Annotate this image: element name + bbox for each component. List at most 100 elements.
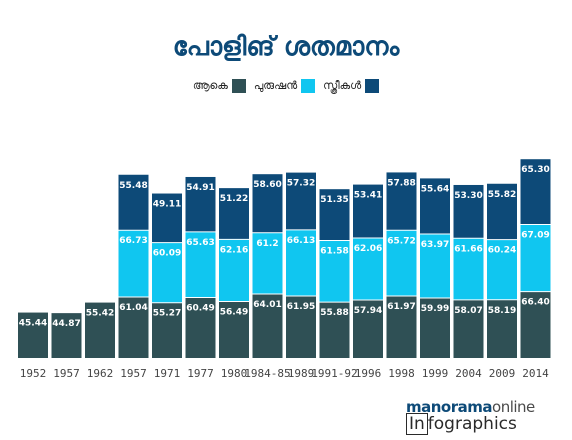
brand-part1: manorama <box>406 398 493 416</box>
data-label-1-5: 65.63 <box>186 238 214 248</box>
x-tick-label-11: 1998 <box>388 367 415 380</box>
x-tick-label-12: 1999 <box>422 367 449 380</box>
x-tick-label-0: 1952 <box>20 367 47 380</box>
data-label-2-11: 57.88 <box>387 178 415 188</box>
bar-1-12 <box>420 234 450 299</box>
bar-0-4 <box>152 302 182 358</box>
bar-0-11 <box>386 296 417 358</box>
data-label-2-4: 49.11 <box>153 200 181 210</box>
data-label-0-9: 55.88 <box>320 308 348 318</box>
data-label-2-10: 53.41 <box>354 191 382 201</box>
bar-2-5 <box>185 176 216 232</box>
bar-0-6 <box>219 301 249 358</box>
data-label-0-10: 57.94 <box>354 306 382 316</box>
data-label-1-15: 67.09 <box>521 231 549 241</box>
brand-subtitle: In fographics <box>406 413 566 435</box>
data-label-0-5: 60.49 <box>186 304 214 314</box>
data-label-2-5: 54.91 <box>186 183 214 193</box>
data-label-0-11: 61.97 <box>387 302 415 312</box>
data-label-0-7: 64.01 <box>253 300 281 310</box>
bar-1-3 <box>118 230 149 297</box>
x-tick-label-5: 1977 <box>187 367 214 380</box>
data-label-2-14: 55.82 <box>488 190 516 200</box>
bar-0-9 <box>319 302 350 358</box>
data-label-1-12: 63.97 <box>421 240 449 250</box>
bar-0-2 <box>85 302 115 358</box>
bar-1-13 <box>453 238 484 300</box>
data-label-1-4: 60.09 <box>153 249 181 259</box>
bar-0-5 <box>185 297 216 358</box>
bar-0-1 <box>51 313 82 358</box>
bar-2-8 <box>286 172 316 230</box>
bar-1-10 <box>353 238 383 301</box>
data-label-0-15: 66.40 <box>521 298 549 308</box>
bar-1-4 <box>152 242 182 303</box>
data-label-1-3: 66.73 <box>119 236 147 246</box>
bar-2-3 <box>118 174 149 231</box>
data-label-2-6: 51.22 <box>220 194 248 204</box>
data-label-2-9: 51.35 <box>320 195 348 205</box>
data-label-1-10: 62.06 <box>354 244 382 254</box>
data-label-1-7: 61.2 <box>256 239 278 249</box>
bar-2-4 <box>152 193 182 243</box>
data-label-1-6: 62.16 <box>220 245 248 255</box>
bar-0-8 <box>286 296 316 358</box>
x-tick-label-4: 1971 <box>154 367 181 380</box>
bar-2-12 <box>420 178 450 235</box>
data-label-2-8: 57.32 <box>287 179 315 189</box>
data-label-2-13: 53.30 <box>454 191 482 201</box>
legend-swatch-total <box>231 79 246 93</box>
x-tick-label-9: 1991-92 <box>311 367 357 380</box>
bar-1-15 <box>520 224 551 292</box>
bar-0-14 <box>487 299 517 358</box>
bar-1-8 <box>286 229 316 297</box>
x-tick-label-3: 1957 <box>120 367 147 380</box>
legend-label-total: ആകെ <box>192 79 228 92</box>
legend-item-total: ആകെ <box>193 79 246 93</box>
bar-0-12 <box>420 298 450 358</box>
bar-2-14 <box>487 183 517 240</box>
data-label-1-8: 66.13 <box>287 236 315 246</box>
brand-line2-b: fographics <box>427 414 517 434</box>
bar-2-9 <box>319 189 350 241</box>
x-tick-label-6: 1980 <box>221 367 248 380</box>
legend: ആകെ പുരുഷൻ സ്ത്രീകൾ <box>0 79 572 93</box>
bar-0-3 <box>118 296 149 358</box>
x-tick-label-2: 1962 <box>87 367 114 380</box>
x-tick-label-8: 1989 <box>288 367 315 380</box>
data-label-1-11: 65.72 <box>387 236 415 246</box>
x-tick-label-10: 1996 <box>355 367 382 380</box>
data-label-0-2: 55.42 <box>86 309 114 319</box>
bar-2-7 <box>252 174 283 233</box>
bar-2-13 <box>453 184 484 239</box>
legend-label-men: പുരുഷൻ <box>253 79 298 92</box>
x-tick-label-14: 2009 <box>489 367 516 380</box>
data-label-2-12: 55.64 <box>421 184 449 194</box>
data-label-0-12: 59.99 <box>421 304 449 314</box>
data-label-0-14: 58.19 <box>488 306 516 316</box>
legend-item-men: പുരുഷൻ <box>253 79 316 93</box>
chart-title: പോളിങ് ശതമാനം <box>172 32 400 62</box>
x-tick-label-15: 2014 <box>522 367 549 380</box>
bar-0-13 <box>453 299 484 358</box>
bar-2-11 <box>386 172 417 231</box>
bar-1-6 <box>219 239 249 302</box>
legend-item-women: സ്ത്രീകൾ <box>323 79 380 93</box>
brand-part2: online <box>492 398 535 416</box>
data-label-0-3: 61.04 <box>119 303 147 313</box>
x-tick-label-1: 1957 <box>53 367 80 380</box>
data-label-0-8: 61.95 <box>287 302 315 312</box>
bar-0-15 <box>520 291 551 358</box>
bar-1-5 <box>185 231 216 298</box>
bar-1-9 <box>319 240 350 303</box>
x-tick-label-7: 1984-85 <box>244 367 290 380</box>
legend-label-women: സ്ത്രീകൾ <box>323 79 362 92</box>
bar-1-14 <box>487 239 517 300</box>
bar-0-0 <box>18 312 48 358</box>
data-label-0-0: 45.44 <box>19 319 47 329</box>
brand-wordmark: manoramaonline <box>406 398 566 416</box>
data-label-0-6: 56.49 <box>220 308 248 318</box>
bar-2-10 <box>353 184 383 238</box>
data-label-2-3: 55.48 <box>119 181 147 191</box>
